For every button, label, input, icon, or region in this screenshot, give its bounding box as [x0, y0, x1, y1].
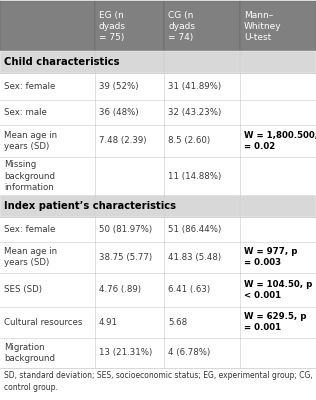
Text: 36 (48%): 36 (48%): [99, 108, 138, 117]
Bar: [0, 100, 95, 124]
Text: 5.68: 5.68: [168, 318, 187, 327]
Bar: [240, 306, 316, 338]
Text: 4.76 (.89): 4.76 (.89): [99, 285, 141, 294]
Text: 31 (41.89%): 31 (41.89%): [168, 82, 221, 91]
Text: 38.75 (5.77): 38.75 (5.77): [99, 253, 152, 262]
Bar: [240, 73, 316, 100]
Text: W = 977, p
= 0.003: W = 977, p = 0.003: [244, 247, 297, 268]
Bar: [95, 73, 164, 100]
Bar: [240, 100, 316, 124]
Text: 51 (86.44%): 51 (86.44%): [168, 225, 222, 234]
Bar: [164, 242, 240, 273]
Bar: [164, 100, 240, 124]
Text: 11 (14.88%): 11 (14.88%): [168, 172, 222, 180]
Text: Mean age in
years (SD): Mean age in years (SD): [4, 247, 57, 268]
Text: 13 (21.31%): 13 (21.31%): [99, 348, 152, 358]
Text: 6.41 (.63): 6.41 (.63): [168, 285, 210, 294]
Bar: [95, 273, 164, 306]
Text: W = 104.50, p
< 0.001: W = 104.50, p < 0.001: [244, 280, 312, 300]
Bar: [0, 338, 95, 368]
Text: W = 629.5, p
= 0.001: W = 629.5, p = 0.001: [244, 312, 307, 332]
Bar: [0, 242, 95, 273]
Bar: [164, 124, 240, 157]
Text: 8.5 (2.60): 8.5 (2.60): [168, 136, 210, 145]
Bar: [240, 216, 316, 242]
Bar: [164, 157, 240, 195]
Bar: [95, 216, 164, 242]
Text: 32 (43.23%): 32 (43.23%): [168, 108, 222, 117]
Bar: [0, 73, 95, 100]
Bar: [95, 100, 164, 124]
Bar: [0, 216, 95, 242]
Bar: [240, 1, 316, 51]
Bar: [0, 1, 95, 51]
Text: W = 1,800.500, p
= 0.02: W = 1,800.500, p = 0.02: [244, 131, 316, 151]
Text: 4 (6.78%): 4 (6.78%): [168, 348, 210, 358]
Bar: [0, 51, 316, 73]
Bar: [95, 124, 164, 157]
Bar: [95, 242, 164, 273]
Bar: [164, 216, 240, 242]
Text: 39 (52%): 39 (52%): [99, 82, 138, 91]
Bar: [0, 273, 95, 306]
Text: Index patient’s characteristics: Index patient’s characteristics: [4, 201, 176, 211]
Bar: [240, 242, 316, 273]
Text: Sex: female: Sex: female: [4, 82, 55, 91]
Text: SES (SD): SES (SD): [4, 285, 42, 294]
Bar: [240, 273, 316, 306]
Text: Sex: female: Sex: female: [4, 225, 55, 234]
Bar: [0, 306, 95, 338]
Bar: [164, 1, 240, 51]
Bar: [95, 1, 164, 51]
Text: Migration
background: Migration background: [4, 343, 55, 363]
Text: 41.83 (5.48): 41.83 (5.48): [168, 253, 221, 262]
Text: 50 (81.97%): 50 (81.97%): [99, 225, 152, 234]
Bar: [0, 157, 95, 195]
Bar: [164, 73, 240, 100]
Bar: [95, 306, 164, 338]
Bar: [164, 338, 240, 368]
Bar: [164, 273, 240, 306]
Text: 7.48 (2.39): 7.48 (2.39): [99, 136, 146, 145]
Bar: [240, 157, 316, 195]
Bar: [240, 124, 316, 157]
Bar: [240, 338, 316, 368]
Text: Cultural resources: Cultural resources: [4, 318, 82, 327]
Text: SD, standard deviation; SES, socioeconomic status; EG, experimental group; CG,
c: SD, standard deviation; SES, socioeconom…: [4, 371, 313, 392]
Bar: [95, 157, 164, 195]
Bar: [164, 306, 240, 338]
Text: Child characteristics: Child characteristics: [4, 57, 119, 67]
Text: CG (n
dyads
= 74): CG (n dyads = 74): [168, 11, 195, 42]
Text: Sex: male: Sex: male: [4, 108, 47, 117]
Bar: [0, 195, 316, 216]
Text: EG (n
dyads
= 75): EG (n dyads = 75): [99, 11, 125, 42]
Text: Missing
background
information: Missing background information: [4, 160, 55, 192]
Text: Mean age in
years (SD): Mean age in years (SD): [4, 131, 57, 151]
Text: Mann–
Whitney
U-test: Mann– Whitney U-test: [244, 11, 282, 42]
Bar: [95, 338, 164, 368]
Text: 4.91: 4.91: [99, 318, 118, 327]
Bar: [0, 124, 95, 157]
